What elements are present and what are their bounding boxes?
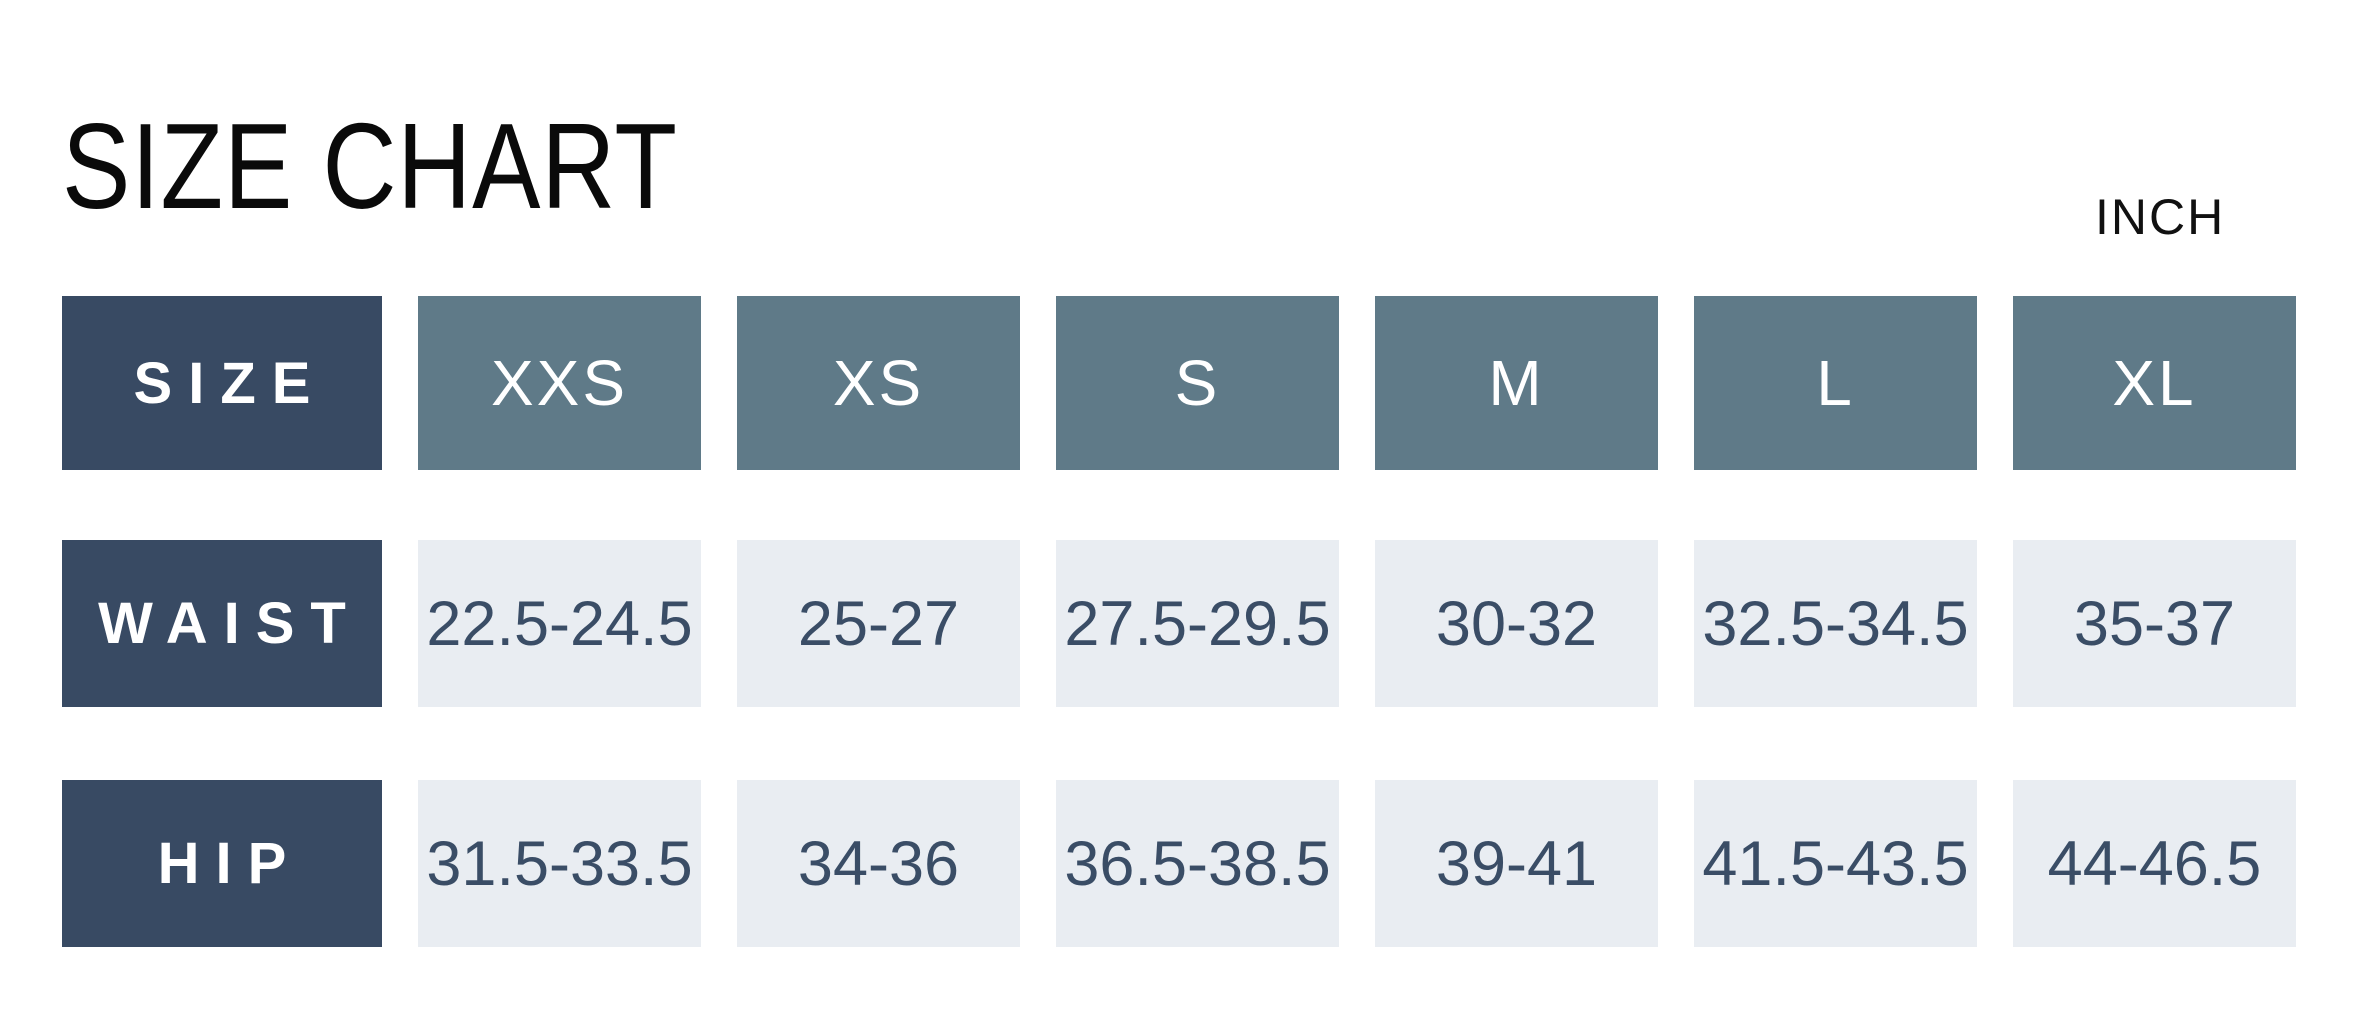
size-header-m: M xyxy=(1375,296,1658,470)
hip-value-m: 39-41 xyxy=(1375,780,1658,947)
hip-value-l: 41.5-43.5 xyxy=(1694,780,1977,947)
waist-value-xs: 25-27 xyxy=(737,540,1020,707)
waist-value-l: 32.5-34.5 xyxy=(1694,540,1977,707)
waist-value-m: 30-32 xyxy=(1375,540,1658,707)
hip-value-xxs: 31.5-33.5 xyxy=(418,780,701,947)
size-header-s: S xyxy=(1056,296,1339,470)
hip-value-xs: 34-36 xyxy=(737,780,1020,947)
size-table: SIZE XXS XS S M L XL WAIST 22.5-24.5 25-… xyxy=(62,296,2302,947)
size-header-xl: XL xyxy=(2013,296,2296,470)
header-label-cell: SIZE xyxy=(62,296,382,470)
hip-value-xl: 44-46.5 xyxy=(2013,780,2296,947)
hip-value-s: 36.5-38.5 xyxy=(1056,780,1339,947)
size-header-l: L xyxy=(1694,296,1977,470)
waist-value-xxs: 22.5-24.5 xyxy=(418,540,701,707)
table-header-row: SIZE XXS XS S M L XL xyxy=(62,296,2302,470)
page-title: SIZE CHART xyxy=(62,98,678,234)
waist-label-cell: WAIST xyxy=(62,540,382,707)
size-header-xs: XS xyxy=(737,296,1020,470)
hip-label-cell: HIP xyxy=(62,780,382,947)
waist-value-xl: 35-37 xyxy=(2013,540,2296,707)
table-row-hip: HIP 31.5-33.5 34-36 36.5-38.5 39-41 41.5… xyxy=(62,780,2302,947)
table-row-waist: WAIST 22.5-24.5 25-27 27.5-29.5 30-32 32… xyxy=(62,540,2302,707)
size-header-xxs: XXS xyxy=(418,296,701,470)
waist-value-s: 27.5-29.5 xyxy=(1056,540,1339,707)
unit-label: INCH xyxy=(2095,189,2226,245)
